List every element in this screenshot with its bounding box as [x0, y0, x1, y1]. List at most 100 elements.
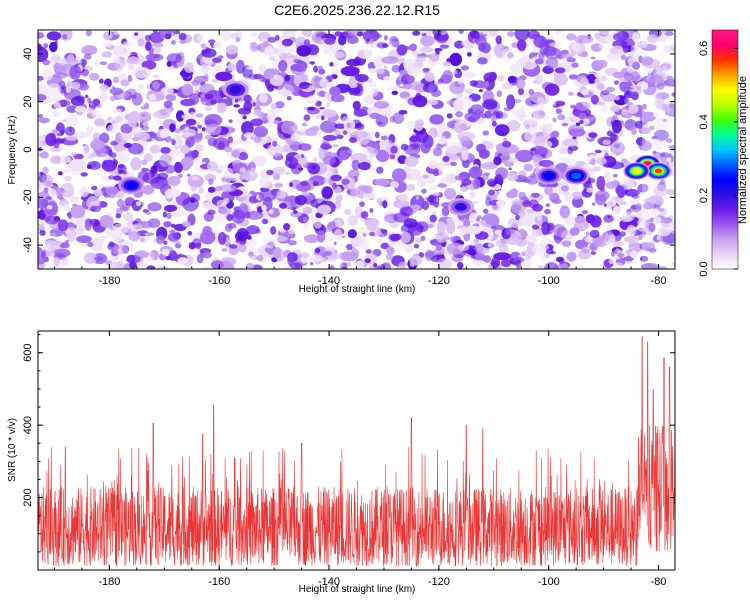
heatmap-cell — [596, 83, 606, 90]
heatmap-cell — [167, 175, 181, 186]
heatmap-cell — [648, 248, 657, 253]
heatmap-cell — [130, 157, 142, 171]
heatmap-cell — [613, 143, 621, 149]
heatmap-cell — [320, 143, 332, 150]
heatmap-cell — [648, 252, 652, 255]
heatmap-cell — [38, 220, 43, 225]
heatmap-cell — [468, 166, 483, 179]
heatmap-cell — [376, 198, 382, 204]
heatmap-cell — [523, 163, 534, 172]
heatmap-ytick-label: -40 — [22, 237, 34, 253]
heatmap-cell — [204, 173, 217, 182]
heatmap-cell — [364, 258, 371, 264]
heatmap-cell — [224, 223, 233, 232]
heatmap-cell — [388, 41, 397, 45]
heatmap-cell — [209, 42, 214, 46]
heatmap-cell — [637, 218, 647, 229]
heatmap-cell — [264, 45, 274, 57]
heatmap-cell — [495, 190, 500, 196]
heatmap-cell — [348, 76, 357, 89]
heatmap-cell — [301, 122, 308, 127]
heatmap-cell — [506, 190, 518, 199]
heatmap-cell — [186, 135, 195, 148]
heatmap-cell — [169, 229, 176, 234]
heatmap-cell — [357, 50, 365, 58]
heatmap-cell — [159, 154, 172, 168]
heatmap-cell — [225, 44, 239, 55]
heatmap-cell — [578, 112, 587, 120]
heatmap-ylabel: Frequency (Hz) — [7, 116, 18, 185]
heatmap-cell — [321, 115, 325, 121]
heatmap-cell — [303, 223, 308, 230]
heatmap-cell — [242, 115, 247, 120]
heatmap-cell — [45, 133, 57, 147]
heatmap-cell — [227, 136, 234, 144]
heatmap-cell — [472, 200, 479, 205]
heatmap-cell — [620, 158, 629, 164]
heatmap-cell — [380, 49, 384, 53]
heatmap-cell — [665, 138, 673, 144]
heatmap-cell — [477, 215, 483, 220]
heatmap-cell — [364, 218, 380, 228]
heatmap-cell — [210, 260, 224, 269]
heatmap-cell — [208, 39, 216, 44]
heatmap-cell — [505, 227, 515, 235]
heatmap-cell — [122, 41, 133, 48]
heatmap-cell — [635, 120, 644, 129]
heatmap-cell — [219, 207, 232, 215]
heatmap-cell — [413, 243, 419, 249]
heatmap-cell — [166, 109, 173, 113]
heatmap-cell — [514, 30, 530, 41]
heatmap-cell — [149, 144, 161, 154]
heatmap-cell — [364, 94, 376, 105]
heatmap-cell — [421, 32, 427, 37]
heatmap-cell — [110, 256, 116, 263]
heatmap-cell — [287, 254, 295, 266]
heatmap-hotspot — [632, 168, 641, 174]
heatmap-cell — [137, 38, 145, 47]
heatmap-cell — [149, 93, 156, 101]
heatmap-cell — [368, 82, 377, 87]
snr-xtick-label: -180 — [98, 576, 120, 588]
heatmap-cell — [369, 88, 379, 97]
heatmap-cell — [506, 31, 516, 37]
heatmap-cell — [258, 189, 277, 202]
heatmap-cell — [275, 101, 285, 109]
heatmap-cell — [78, 186, 90, 198]
heatmap-cell — [426, 32, 431, 37]
heatmap-cell — [145, 41, 152, 52]
heatmap-cell — [52, 129, 57, 134]
heatmap-cell — [658, 51, 665, 58]
heatmap-cell — [181, 134, 190, 139]
heatmap-cell — [246, 210, 264, 220]
heatmap-cell — [205, 123, 222, 136]
heatmap-cell — [422, 68, 430, 74]
heatmap-cell — [212, 40, 222, 49]
heatmap-cell — [524, 119, 539, 133]
heatmap-cell — [63, 259, 69, 265]
heatmap-cell — [531, 243, 550, 257]
heatmap-cell — [53, 72, 68, 79]
heatmap-cell — [432, 147, 443, 157]
heatmap-cell — [471, 93, 476, 97]
heatmap-cell — [80, 69, 90, 77]
colorbar-label: Normalized spectral amplitude — [737, 76, 749, 224]
heatmap-cell — [523, 93, 531, 99]
heatmap-cell — [160, 147, 171, 154]
heatmap-cell — [672, 44, 675, 50]
heatmap-cell — [460, 65, 470, 71]
heatmap-cell — [668, 161, 675, 168]
heatmap-cell — [349, 137, 358, 144]
heatmap-cell — [603, 214, 614, 223]
heatmap-cell — [203, 266, 208, 269]
heatmap-cell — [98, 78, 104, 84]
heatmap-cell — [169, 123, 176, 133]
heatmap-cell — [534, 74, 544, 85]
heatmap-cell — [666, 75, 674, 80]
heatmap-cell — [266, 36, 277, 43]
heatmap-cell — [486, 178, 498, 187]
heatmap-cell — [261, 204, 267, 211]
snr-xtick-label: -120 — [428, 576, 450, 588]
heatmap-cell — [613, 80, 620, 85]
heatmap-cell — [671, 92, 675, 97]
